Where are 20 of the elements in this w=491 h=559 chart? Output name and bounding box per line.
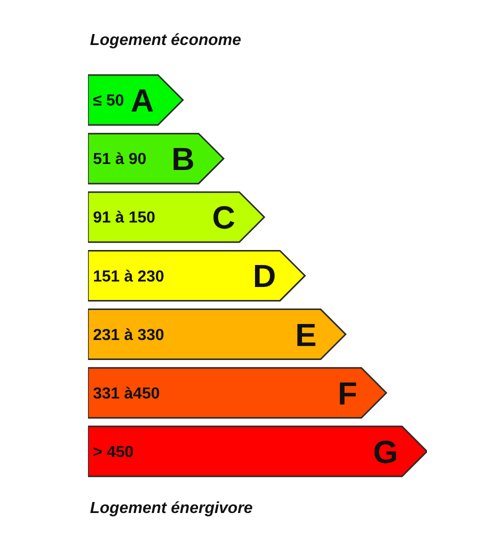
chart-title: Logement économe — [90, 32, 242, 50]
y-tick-label: ≤ 50 — [93, 92, 124, 110]
annotation: B — [171, 141, 195, 178]
y-tick-label: 231 à 330 — [93, 326, 164, 344]
bar — [88, 308, 346, 360]
annotation: A — [130, 82, 154, 119]
y-tick-label: 331 à450 — [93, 385, 160, 402]
y-tick-label: > 450 — [93, 444, 134, 462]
annotation: C — [212, 200, 236, 236]
annotation: D — [252, 258, 276, 294]
annotation: G — [373, 434, 398, 470]
y-tick-label: 91 à 150 — [93, 210, 156, 227]
annotation: Logement énergivore — [90, 500, 253, 518]
y-tick-label: 151 à 230 — [93, 268, 164, 286]
bar — [88, 367, 388, 419]
bar — [88, 250, 306, 302]
y-tick-label: 51 à 90 — [93, 151, 146, 168]
bar — [88, 426, 427, 478]
annotation: E — [295, 316, 317, 353]
annotation: F — [338, 375, 358, 412]
